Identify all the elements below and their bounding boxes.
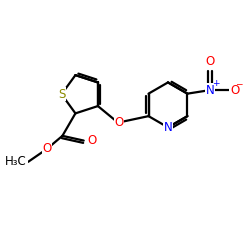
Text: O: O — [230, 84, 239, 96]
Text: O: O — [205, 55, 214, 68]
Text: H₃C: H₃C — [5, 155, 27, 168]
Text: N: N — [206, 84, 214, 96]
Text: +: + — [212, 78, 220, 88]
Text: O: O — [42, 142, 52, 155]
Text: O: O — [114, 116, 124, 129]
Text: −: − — [235, 79, 242, 88]
Text: N: N — [164, 121, 172, 134]
Text: O: O — [87, 134, 97, 147]
Text: S: S — [58, 88, 65, 101]
